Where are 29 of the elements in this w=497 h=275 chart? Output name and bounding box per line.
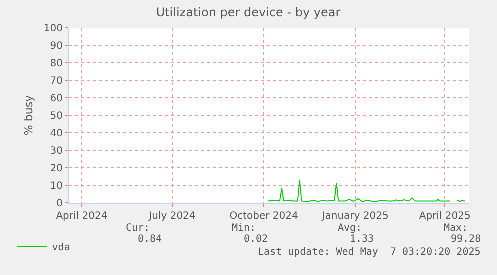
text: Max: [444,223,468,234]
x-tick-label: October 2024 [230,211,298,222]
y-tick-label: 60 [50,94,63,104]
y-tick-label: 30 [50,146,63,157]
x-tick-label: April 2024 [56,211,108,222]
text: 0.84 [138,234,162,245]
text: Min: [232,223,256,234]
y-axis-title: % busy [22,94,36,136]
x-tick-label: January 2025 [321,211,389,222]
legend-label: vda [52,242,70,254]
x-tick-label: July 2024 [148,211,196,222]
text: Last update: Wed May 7 03:20:20 2025 [258,247,481,258]
x-tick-label: April 2025 [419,211,471,222]
y-tick-label: 40 [50,128,63,140]
line-series [268,180,451,203]
text: Cur: [126,223,150,234]
y-tick-label: 0 [56,198,63,210]
y-tick-label: 90 [50,41,63,52]
text: 99.28 [451,234,482,245]
y-tick-label: 10 [50,181,63,192]
text: 1.33 [350,234,374,245]
y-tick-label: 20 [50,164,63,174]
chart-title: Utilization per device - by year [156,5,341,20]
text: Avg: [338,223,362,234]
y-tick-label: 80 [50,58,63,70]
y-tick-label: 50 [50,111,63,122]
text: 0.02 [244,234,268,245]
y-tick-label: 70 [50,76,63,87]
y-tick-label: 100 [44,24,63,34]
